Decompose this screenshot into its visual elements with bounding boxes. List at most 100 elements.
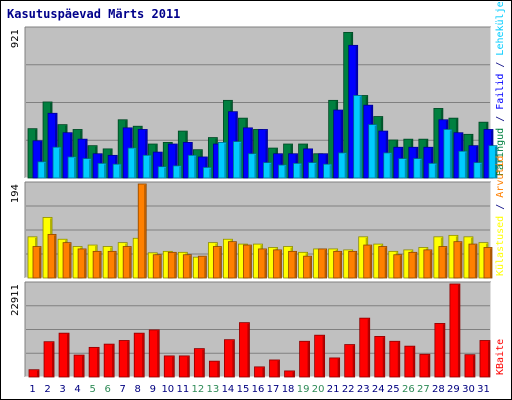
right-label-bottom: KBaite — [495, 339, 506, 375]
bar-middle-Arvutid-29 — [453, 241, 463, 279]
bar-shade — [39, 247, 41, 278]
bar-top-Leheküljed-5 — [97, 163, 107, 179]
bar-shade — [142, 334, 144, 377]
max-label-bottom: 22911 — [10, 284, 21, 316]
bar-shade — [164, 167, 166, 178]
bar-top-Failid-8 — [137, 129, 148, 179]
bar-top-Leheküljed-4 — [82, 158, 92, 179]
bar-bottom-KBaite-17 — [269, 359, 280, 378]
bar-middle-Arvutid-2 — [47, 233, 57, 279]
day-label-16: 16 — [252, 384, 265, 395]
day-label-28: 28 — [432, 384, 445, 395]
bar-top-Leheküljed-10 — [172, 165, 182, 179]
bar-top-Leheküljed-12 — [202, 167, 212, 179]
day-label-22: 22 — [342, 384, 355, 395]
bar-shade — [359, 96, 362, 178]
bar-bottom-KBaite-5 — [88, 346, 100, 378]
bar-shade — [457, 285, 460, 377]
bar-bottom-KBaite-23 — [359, 317, 371, 378]
bar-shade — [134, 149, 136, 178]
bar-shade — [217, 362, 219, 377]
bar-middle-Arvutid-28 — [438, 246, 448, 279]
bar-top-Leheküljed-22 — [353, 95, 363, 179]
bar-shade — [219, 247, 221, 278]
bar-shade — [382, 337, 385, 377]
bar-shade — [127, 341, 129, 377]
bar-top-Leheküljed-26 — [413, 158, 423, 179]
bar-top-Leheküljed-15 — [248, 153, 257, 179]
bar-shade — [442, 324, 445, 377]
bar-middle-Arvutid-14 — [228, 241, 237, 279]
bar-top-Leheküljed-8 — [142, 154, 152, 179]
bar-top-Leheküljed-20 — [323, 163, 333, 179]
bar-top-Failid-1 — [32, 140, 43, 179]
bar-shade — [284, 166, 287, 178]
right-label-part-top-0: Päringud — [495, 128, 506, 176]
right-label-part-middle-1: / — [495, 198, 506, 216]
bar-bottom-KBaite-29 — [449, 283, 461, 378]
bar-shade — [89, 159, 91, 178]
bar-bottom-KBaite-24 — [374, 336, 386, 378]
day-label-18: 18 — [282, 384, 295, 395]
right-label-part-middle-0: Külastused — [495, 216, 506, 276]
bar-top-Leheküljed-23 — [368, 124, 378, 179]
bar-shade — [160, 153, 162, 178]
bar-top-Leheküljed-2 — [52, 146, 62, 179]
bar-top-Failid-16 — [258, 129, 268, 179]
bar-shade — [265, 130, 267, 178]
bar-middle-Arvutid-13 — [212, 246, 222, 279]
day-label-12: 12 — [192, 384, 205, 395]
day-label-14: 14 — [222, 384, 235, 395]
bar-bottom-KBaite-25 — [389, 340, 401, 378]
bar-middle-Arvutid-26 — [408, 251, 418, 279]
bar-shade — [189, 255, 191, 278]
bar-top-Leheküljed-19 — [308, 162, 317, 179]
bar-shade — [114, 252, 116, 278]
bar-shade — [354, 252, 357, 278]
bar-top-Leheküljed-18 — [293, 163, 302, 179]
bar-shade — [337, 358, 340, 377]
bar-shade — [489, 248, 492, 278]
day-label-29: 29 — [447, 384, 460, 395]
bar-shade — [389, 153, 392, 178]
bar-shade — [179, 166, 181, 178]
bar-top-Leheküljed-21 — [338, 152, 348, 179]
bar-shade — [412, 347, 415, 377]
bar-shade — [55, 114, 57, 178]
day-label-20: 20 — [312, 384, 325, 395]
bar-shade — [262, 367, 264, 377]
bar-shade — [444, 247, 447, 278]
bar-shade — [172, 356, 174, 377]
bar-top-Leheküljed-1 — [37, 161, 47, 179]
bar-bottom-KBaite-28 — [434, 323, 446, 378]
bar-bottom-KBaite-27 — [419, 353, 431, 378]
bar-shade — [352, 345, 355, 377]
bar-shade — [427, 355, 430, 377]
bar-shade — [204, 257, 206, 278]
day-label-1: 1 — [29, 384, 35, 395]
bar-shade — [324, 249, 327, 278]
day-label-10: 10 — [161, 384, 174, 395]
bar-shade — [329, 165, 332, 178]
bar-top-Failid-30 — [468, 145, 479, 179]
bar-shade — [187, 356, 189, 377]
day-label-30: 30 — [462, 384, 475, 395]
bar-bottom-KBaite-16 — [254, 366, 265, 378]
bar-top-Leheküljed-14 — [233, 141, 242, 179]
bar-shade — [54, 235, 56, 278]
bar-shade — [404, 159, 407, 178]
bar-top-Leheküljed-25 — [398, 158, 408, 179]
bar-shade — [202, 349, 204, 377]
day-label-26: 26 — [402, 384, 415, 395]
day-label-6: 6 — [104, 384, 110, 395]
bar-shade — [175, 145, 177, 178]
bar-shade — [129, 247, 131, 278]
day-label-7: 7 — [120, 384, 126, 395]
bar-shade — [112, 345, 114, 377]
bar-top-Failid-9 — [152, 151, 163, 179]
bar-shade — [449, 130, 452, 178]
bar-shade — [309, 257, 312, 278]
day-label-3: 3 — [59, 384, 65, 395]
right-label-top: Päringud / Failid / Leheküljed — [495, 1, 506, 176]
bar-middle-Arvutid-11 — [182, 254, 192, 279]
